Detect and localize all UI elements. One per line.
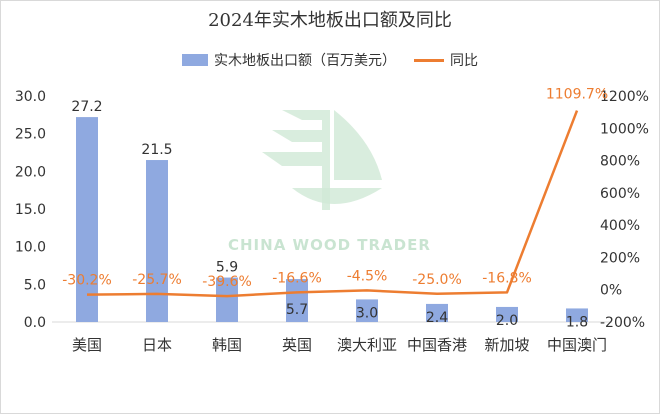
line-data-label: -16.8% (482, 270, 532, 286)
y-tick-label: 25.0 (15, 127, 46, 143)
line-data-label: -30.2% (62, 273, 112, 289)
bar (566, 308, 588, 322)
bar (286, 279, 308, 322)
y2-tick-label: -200% (600, 315, 645, 331)
bar-data-label: 1.8 (566, 314, 588, 330)
y-tick-label: 10.0 (15, 240, 46, 256)
y2-tick-label: 200% (600, 250, 640, 266)
y-tick-label: 30.0 (15, 89, 46, 105)
x-tick-label: 新加坡 (484, 336, 529, 354)
line-data-label: -25.7% (132, 272, 182, 288)
legend-swatch-line (414, 58, 444, 62)
line-data-label: -25.0% (412, 272, 462, 288)
bar-data-label: 2.4 (426, 310, 448, 326)
bar-data-label: 5.7 (286, 302, 308, 318)
legend-label-line: 同比 (450, 53, 478, 69)
bar-data-label: 2.0 (496, 313, 518, 329)
yoy-line (86, 110, 579, 298)
watermark-logo (262, 110, 382, 210)
y-tick-label: 0.0 (24, 315, 46, 331)
y-tick-label: 20.0 (15, 164, 46, 180)
x-tick-label: 英国 (282, 336, 312, 354)
x-tick-label: 日本 (142, 336, 172, 354)
y-tick-label: 15.0 (15, 202, 46, 218)
line-data-label: -16.6% (272, 270, 322, 286)
bar (216, 277, 238, 322)
bar-data-label: 3.0 (356, 305, 378, 321)
y2-tick-label: 800% (600, 154, 640, 170)
legend-swatch-bar (182, 54, 208, 66)
watermark-text: CHINA WOOD TRADER (228, 236, 431, 254)
y2-tick-label: 1000% (600, 121, 649, 137)
y2-tick-label: 1200% (600, 89, 649, 105)
y2-tick-label: 0% (600, 283, 622, 299)
chart-legend: 实木地板出口额（百万美元） 同比 (0, 50, 660, 70)
bar-data-label: 5.9 (216, 260, 238, 276)
bar (426, 303, 448, 322)
bar-data-label: 21.5 (141, 142, 172, 158)
x-tick-label: 美国 (72, 336, 102, 354)
bar-data-label: 27.2 (71, 99, 102, 115)
bar (146, 160, 168, 322)
x-tick-label: 澳大利亚 (337, 336, 397, 354)
chart-title: 2024年实木地板出口额及同比 (208, 10, 452, 31)
legend-item-line: 同比 (414, 50, 478, 70)
line-data-label: -39.6% (202, 274, 252, 290)
y2-tick-label: 400% (600, 218, 640, 234)
y-tick-label: 5.0 (24, 277, 46, 293)
x-tick-label: 中国澳门 (547, 336, 607, 354)
bar (496, 306, 518, 322)
line-data-label: -4.5% (347, 268, 388, 284)
y2-tick-label: 600% (600, 186, 640, 202)
line-data-label: 1109.7% (546, 87, 608, 103)
legend-label-bar: 实木地板出口额（百万美元） (214, 53, 396, 69)
legend-item-bar: 实木地板出口额（百万美元） (182, 50, 396, 70)
x-tick-label: 韩国 (212, 336, 242, 354)
bar (356, 299, 378, 322)
bar (76, 117, 98, 323)
x-tick-label: 中国香港 (407, 336, 467, 354)
